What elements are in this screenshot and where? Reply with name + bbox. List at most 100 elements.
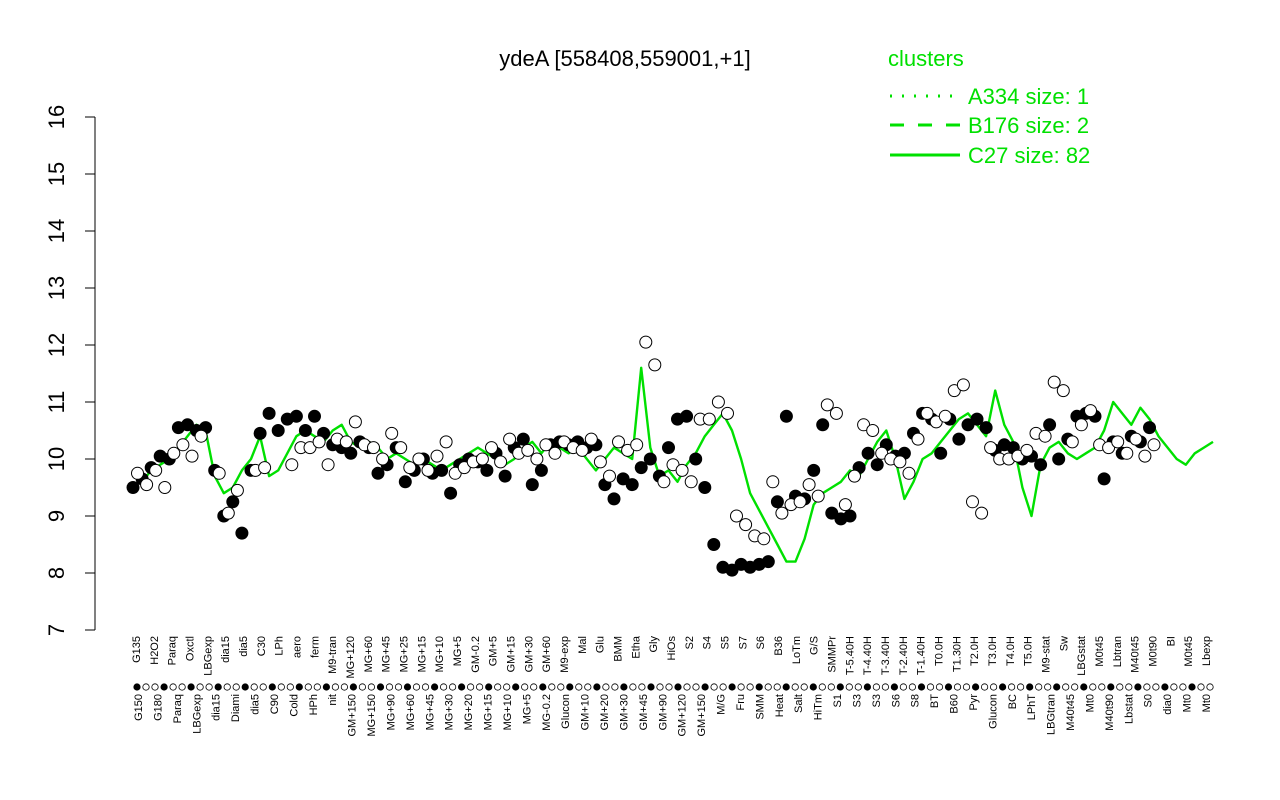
x-tick-label-bottom: S3 bbox=[871, 694, 883, 707]
sample-marker bbox=[403, 683, 412, 691]
x-tick-label-bottom: dia0 bbox=[1162, 694, 1174, 715]
sample-marker bbox=[439, 683, 448, 691]
x-tick-label-bottom: S6 bbox=[890, 694, 902, 707]
sample-marker bbox=[259, 683, 267, 691]
x-tick-label-bottom: GM+10 bbox=[580, 694, 592, 730]
data-point-open bbox=[956, 378, 970, 392]
data-point-open bbox=[1129, 432, 1143, 446]
legend-entry-c27: C27 size: 82 bbox=[968, 143, 1090, 168]
x-tick-label-bottom: Paraq bbox=[172, 694, 184, 723]
x-tick-label-top: HiOs bbox=[666, 636, 678, 661]
data-point-open bbox=[975, 506, 989, 520]
data-point-solid bbox=[1043, 418, 1057, 432]
data-point-open bbox=[230, 483, 244, 497]
x-tick-label-bottom: HPh bbox=[308, 694, 320, 715]
sample-marker bbox=[899, 683, 908, 691]
data-point-open bbox=[648, 358, 662, 372]
x-tick-label-bottom: GM+150 bbox=[696, 694, 708, 737]
y-tick-label: 11 bbox=[44, 391, 69, 414]
y-tick-label: 16 bbox=[44, 105, 69, 129]
x-tick-label-top: H2O2 bbox=[149, 636, 161, 665]
sample-marker bbox=[611, 683, 619, 691]
x-tick-label-bottom: Mt0 bbox=[1182, 694, 1194, 712]
x-tick-label-top: T-4.40H bbox=[862, 636, 874, 675]
x-tick-label-bottom: GM+30 bbox=[619, 694, 631, 730]
y-tick-label: 10 bbox=[44, 447, 69, 471]
data-point-solid bbox=[816, 418, 830, 432]
data-point-open bbox=[530, 452, 544, 466]
sample-marker bbox=[295, 683, 303, 691]
x-tick-label-bottom: Pyr bbox=[968, 694, 980, 711]
data-point-open bbox=[829, 406, 843, 420]
sample-marker bbox=[845, 683, 853, 691]
data-point-open bbox=[1020, 443, 1034, 457]
data-point-open bbox=[657, 475, 671, 489]
x-tick-label-top: Mal bbox=[577, 636, 589, 654]
x-tick-label-top: M0t45 bbox=[1183, 636, 1195, 667]
data-point-solid bbox=[262, 406, 276, 420]
sample-marker bbox=[683, 683, 691, 691]
x-tick-label-bottom: S0 bbox=[1143, 694, 1155, 707]
x-tick-label-top: dia5 bbox=[238, 636, 250, 657]
sample-marker bbox=[169, 683, 177, 691]
legend-entry-a334: A334 size: 1 bbox=[968, 84, 1089, 109]
sample-marker bbox=[746, 683, 754, 691]
x-tick-label-top: T0.0H bbox=[934, 636, 946, 666]
x-tick-label-bottom: LBGexp bbox=[191, 694, 203, 734]
x-tick-label-top: T5.0H bbox=[1023, 636, 1035, 666]
data-point-open bbox=[1120, 446, 1134, 460]
sample-marker bbox=[1089, 683, 1097, 691]
data-point-solid bbox=[662, 441, 675, 455]
data-point-open bbox=[367, 441, 380, 455]
data-point-open bbox=[838, 498, 852, 512]
sample-marker bbox=[989, 683, 998, 691]
x-tick-label-bottom: MG+150 bbox=[366, 694, 378, 737]
data-point-open bbox=[312, 435, 326, 449]
data-point-open bbox=[802, 478, 816, 492]
sample-marker bbox=[935, 683, 944, 691]
sample-marker bbox=[394, 683, 403, 691]
data-point-solid bbox=[934, 446, 948, 460]
x-tick-label-top: T1.30H bbox=[951, 636, 963, 672]
data-point-open bbox=[339, 435, 353, 449]
sample-marker bbox=[367, 683, 375, 691]
sample-marker bbox=[953, 683, 962, 691]
data-point-solid bbox=[625, 478, 639, 492]
data-point-open bbox=[711, 395, 725, 409]
data-point-solid bbox=[861, 446, 875, 460]
x-tick-label-bottom: Lbstat bbox=[1123, 694, 1135, 724]
sample-marker bbox=[926, 683, 935, 691]
x-tick-label-bottom: B60 bbox=[949, 694, 961, 714]
x-tick-label-top: Paraq bbox=[167, 636, 179, 665]
data-point-solid bbox=[1052, 452, 1066, 466]
x-tick-label-bottom: GM+150 bbox=[347, 694, 359, 737]
x-tick-label-bottom: Diami bbox=[230, 694, 242, 722]
data-point-solid bbox=[298, 424, 312, 437]
data-point-solid bbox=[480, 463, 494, 477]
sample-marker bbox=[620, 683, 628, 691]
x-tick-label-top: T-5.40H bbox=[844, 636, 856, 675]
sample-marker bbox=[1107, 683, 1115, 691]
sample-marker bbox=[196, 683, 204, 691]
x-tick-label-bottom: MG+15 bbox=[483, 694, 495, 730]
sample-marker bbox=[250, 683, 258, 691]
x-tick-label-bottom: GM+45 bbox=[638, 694, 650, 730]
x-tick-label-top: M0t45 bbox=[1094, 636, 1106, 667]
x-tick-label-top: Gly bbox=[648, 636, 660, 653]
x-tick-label-top: GM+60 bbox=[541, 636, 553, 672]
data-point-open bbox=[893, 455, 907, 469]
y-tick-label: 9 bbox=[44, 510, 69, 522]
data-point-open bbox=[848, 469, 861, 483]
data-point-solid bbox=[444, 486, 458, 500]
sample-marker bbox=[466, 683, 475, 691]
sample-marker bbox=[160, 683, 168, 691]
sample-marker bbox=[566, 683, 574, 691]
data-point-open bbox=[630, 438, 644, 452]
x-tick-label-top: MG+60 bbox=[363, 636, 375, 672]
sample-marker bbox=[485, 683, 493, 691]
sample-marker bbox=[214, 683, 222, 691]
sample-marker bbox=[178, 683, 186, 691]
x-tick-label-bottom: MG+30 bbox=[444, 694, 456, 730]
x-tick-label-top: GM+30 bbox=[523, 636, 535, 672]
data-point-solid bbox=[534, 463, 548, 477]
